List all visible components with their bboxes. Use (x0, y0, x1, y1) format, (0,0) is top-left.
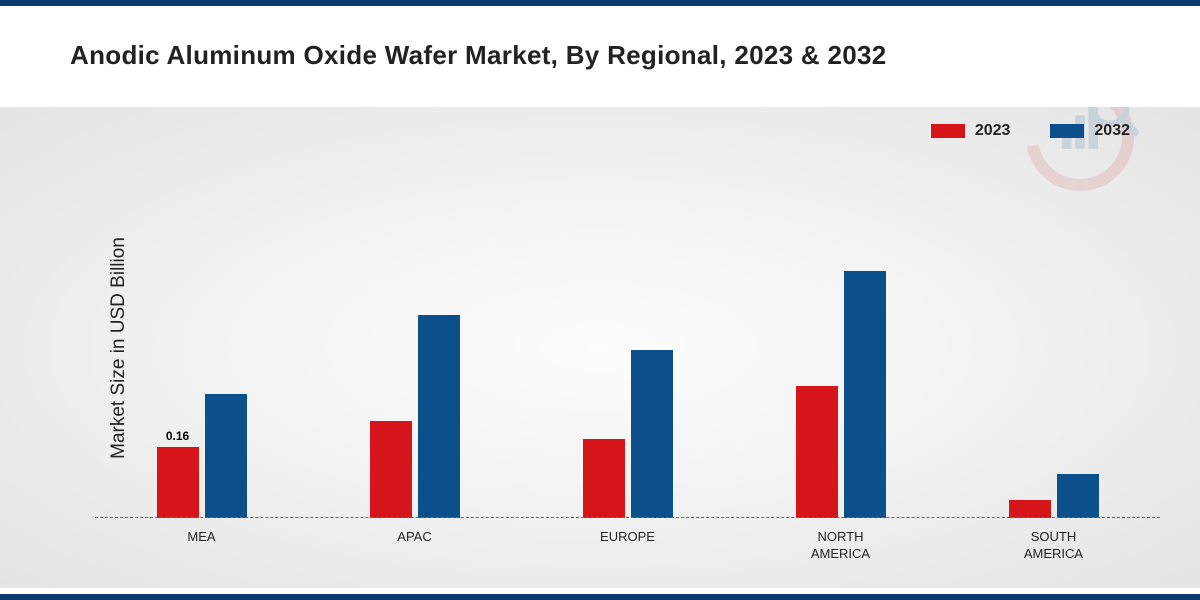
bar-2032 (844, 271, 886, 518)
bar-2023: 0.16 (157, 447, 199, 518)
bar-groups: 0.16 (95, 177, 1160, 518)
legend: 2023 2032 (931, 122, 1130, 140)
legend-swatch-2032 (1050, 124, 1084, 138)
legend-label-2023: 2023 (975, 122, 1011, 140)
plot-area: 0.16 (95, 177, 1160, 518)
header-area: Anodic Aluminum Oxide Wafer Market, By R… (0, 12, 1200, 107)
x-axis-label: SOUTHAMERICA (994, 529, 1114, 563)
bar-2032 (631, 350, 673, 518)
x-axis-label: APAC (355, 529, 475, 563)
chart-title: Anodic Aluminum Oxide Wafer Market, By R… (70, 40, 887, 71)
bar-2032 (205, 394, 247, 518)
bar-2032 (418, 315, 460, 518)
bar-group (370, 315, 460, 518)
bar-2023 (583, 439, 625, 518)
x-axis-label: MEA (142, 529, 262, 563)
bar-value-label: 0.16 (166, 429, 189, 443)
bar-2023 (1009, 500, 1051, 518)
bar-2032 (1057, 474, 1099, 518)
legend-item-2023: 2023 (931, 122, 1011, 140)
bar-2023 (370, 421, 412, 518)
baseline (95, 517, 1160, 518)
legend-item-2032: 2032 (1050, 122, 1130, 140)
legend-swatch-2023 (931, 124, 965, 138)
bar-2023 (796, 386, 838, 518)
bar-group (796, 271, 886, 518)
x-axis-label: NORTHAMERICA (781, 529, 901, 563)
chart-container: 2023 2032 Market Size in USD Billion 0.1… (0, 107, 1200, 588)
x-axis-labels: MEA APAC EUROPE NORTHAMERICA SOUTHAMERICA (95, 529, 1160, 563)
chart-frame: Anodic Aluminum Oxide Wafer Market, By R… (0, 0, 1200, 600)
bar-group: 0.16 (157, 394, 247, 518)
bar-group (1009, 474, 1099, 518)
x-axis-label: EUROPE (568, 529, 688, 563)
bar-group (583, 350, 673, 518)
legend-label-2032: 2032 (1094, 122, 1130, 140)
